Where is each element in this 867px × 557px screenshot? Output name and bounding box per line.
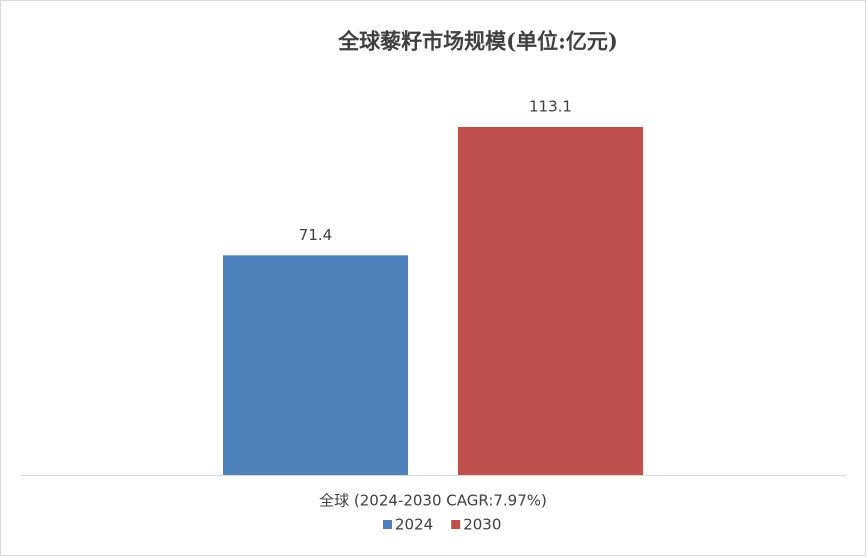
value-label: 71.4 [299,226,332,244]
value-label: 113.1 [529,98,572,116]
legend-label: 2030 [463,516,501,534]
legend-swatch [451,520,461,529]
bar [223,255,408,475]
chart-title: 全球藜籽市场规模(单位:亿元) [337,29,618,54]
legend-label: 2024 [395,516,433,534]
x-tick-label: 全球 (2024-2030 CAGR:7.97%) [319,492,547,510]
bar [458,127,643,475]
legend-swatch [383,520,392,529]
